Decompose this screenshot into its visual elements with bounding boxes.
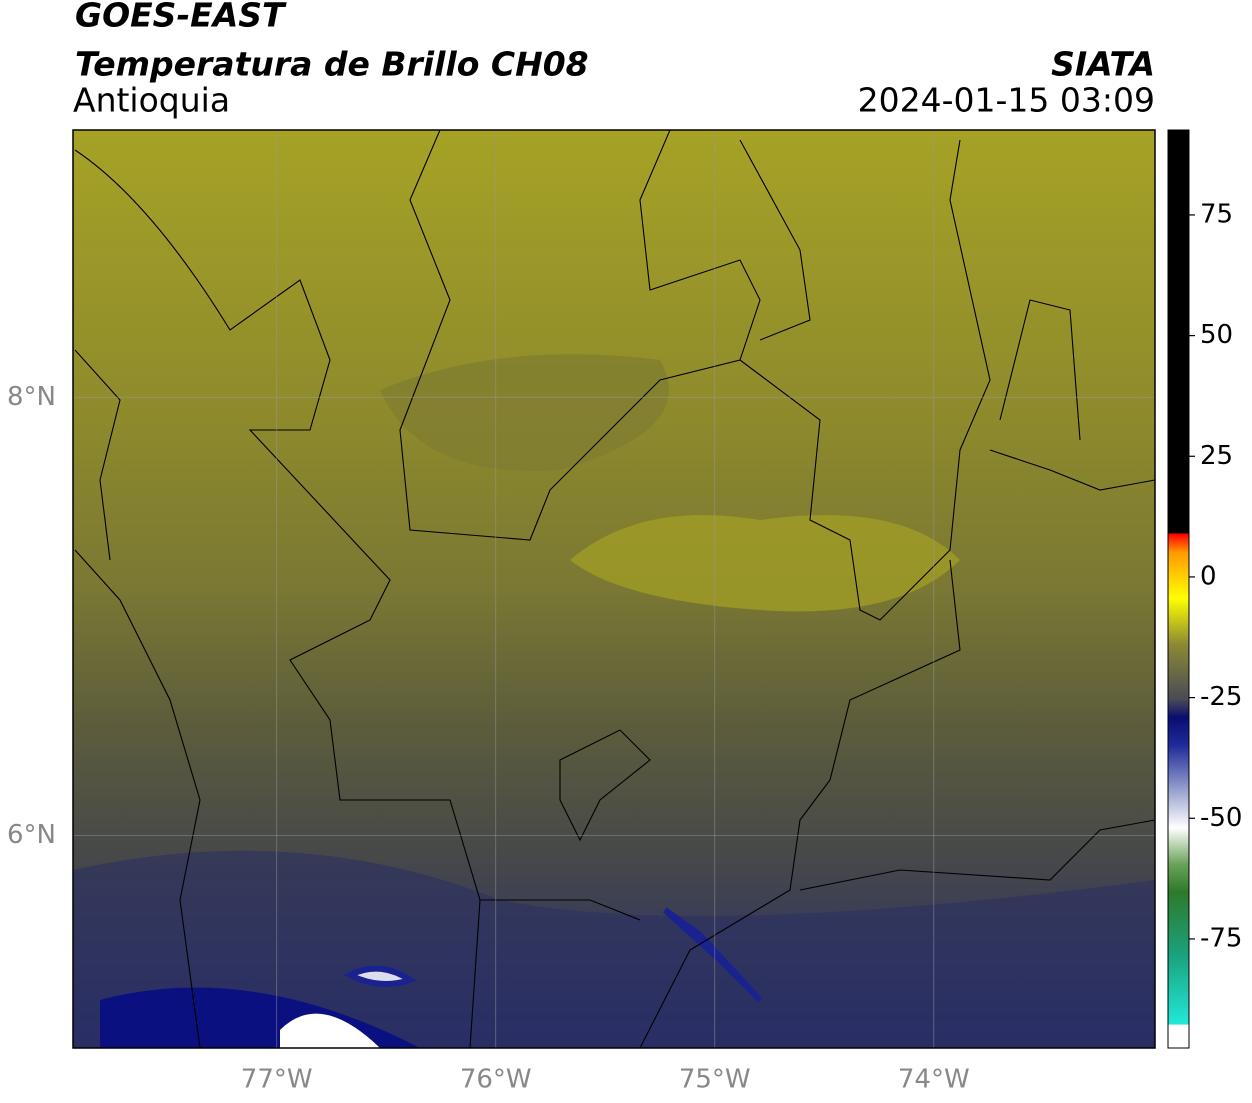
border — [74, 349, 121, 561]
border — [739, 139, 991, 621]
source: SIATA — [1051, 45, 1155, 84]
subtitle: Temperatura de Brillo CH08 — [75, 45, 589, 84]
colorbar-tick-label: 0 — [1200, 561, 1217, 591]
datetime: 2024-01-15 03:09 — [858, 81, 1155, 120]
lon-tick-label: 75°W — [679, 1065, 751, 1095]
lat-tick-label: 8°N — [7, 382, 56, 412]
field-patch — [570, 515, 960, 612]
colorbar-tick-label: 75 — [1200, 199, 1233, 229]
colorbar-tick-label: -50 — [1200, 803, 1242, 833]
ticks: 77°W 76°W 75°W 74°W 8°N 6°N 75 50 25 0 -25 -50 -75 — [7, 199, 1242, 1094]
region: Antioquia — [73, 81, 230, 120]
title: GOES-EAST — [75, 0, 287, 35]
lon-tick-label: 74°W — [898, 1065, 970, 1095]
border — [399, 130, 761, 541]
colorbar — [1167, 129, 1190, 1049]
graticule — [73, 130, 1155, 1048]
lat-tick-label: 6°N — [7, 820, 56, 850]
colorbar-tick-label: -75 — [1200, 923, 1242, 953]
colorbar-tick-label: -25 — [1200, 682, 1242, 712]
lon-tick-label: 76°W — [460, 1065, 532, 1095]
border — [989, 299, 1155, 491]
field-patch — [380, 354, 669, 471]
header: GOES-EAST Temperatura de Brillo CH08 Ant… — [73, 0, 1155, 120]
field-patch — [73, 850, 1155, 1048]
colorbar-tick-label: 50 — [1200, 320, 1233, 350]
field-patch — [343, 965, 417, 987]
field-patch — [280, 1013, 380, 1048]
map — [73, 130, 1155, 1048]
border — [639, 559, 1155, 1048]
lon-tick-label: 77°W — [241, 1065, 313, 1095]
border — [74, 149, 481, 1048]
map-frame — [72, 129, 1156, 1049]
colorbar-tick-label: 25 — [1200, 441, 1233, 471]
border — [74, 549, 651, 1048]
